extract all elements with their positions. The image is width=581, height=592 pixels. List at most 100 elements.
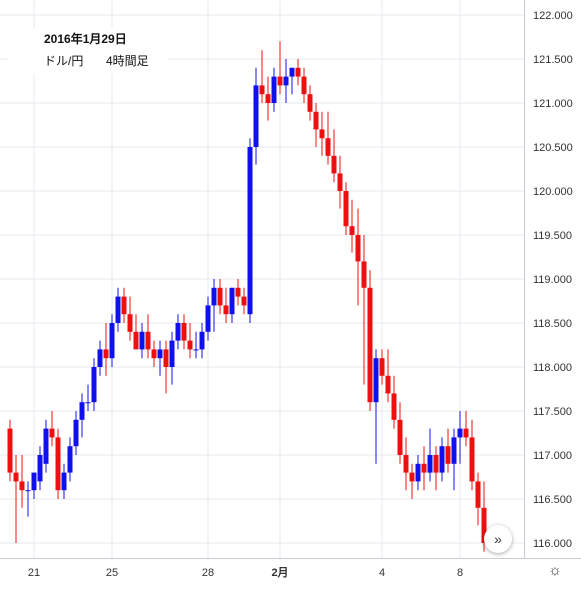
candle <box>433 446 439 491</box>
price-tick-label: 117.000 <box>533 450 572 462</box>
candle-body <box>247 147 253 315</box>
candle-body <box>439 446 445 473</box>
candle <box>175 314 181 350</box>
candle <box>235 279 241 306</box>
candle-body <box>295 67 301 77</box>
candle-body <box>79 402 85 420</box>
candle <box>385 349 391 403</box>
candle <box>367 270 373 411</box>
candle-body <box>145 331 151 350</box>
candle <box>85 384 91 411</box>
candle <box>307 85 313 121</box>
scroll-to-latest-button[interactable]: » <box>484 525 512 553</box>
candle <box>193 331 199 359</box>
candle <box>421 446 427 491</box>
candle <box>427 428 433 482</box>
candle <box>7 419 13 482</box>
candle <box>157 340 163 376</box>
candle <box>55 428 61 499</box>
candle <box>349 199 355 253</box>
candle <box>475 472 481 526</box>
candle-body <box>223 305 229 315</box>
price-tick-label: 120.500 <box>533 142 573 154</box>
candle-body <box>451 437 457 464</box>
candle <box>301 67 307 103</box>
candle-body <box>469 437 475 482</box>
candle <box>289 67 295 95</box>
candle-body <box>217 287 223 306</box>
candle <box>145 314 151 359</box>
candle <box>61 463 67 499</box>
candle <box>37 446 43 491</box>
candle <box>403 437 409 491</box>
candle-body <box>187 340 193 350</box>
candle-body <box>91 367 97 403</box>
candle-body <box>49 428 55 438</box>
candle-body <box>481 507 487 543</box>
candle-body <box>19 481 25 491</box>
time-tick-label: 2月 <box>271 566 288 579</box>
candle-body <box>205 305 211 332</box>
candle <box>445 428 451 473</box>
candle-body <box>175 323 181 341</box>
candle-body <box>391 393 397 420</box>
candle <box>121 287 127 323</box>
time-tick-label: 8 <box>457 567 463 579</box>
price-tick-label: 116.000 <box>533 538 572 550</box>
gear-icon: ☼ <box>548 561 562 579</box>
candle-body <box>403 455 409 473</box>
chevron-double-right-icon: » <box>494 531 502 547</box>
price-tick-label: 121.500 <box>533 54 573 66</box>
candle-body <box>61 472 67 491</box>
candle-body <box>301 76 307 95</box>
candle-body <box>55 437 61 491</box>
candle <box>109 314 115 367</box>
candle <box>337 155 343 209</box>
candle-body <box>355 235 361 262</box>
candle <box>373 349 379 464</box>
candle-body <box>151 349 157 359</box>
candle-body <box>133 331 139 350</box>
candle <box>283 59 289 103</box>
candle <box>169 331 175 385</box>
price-tick-label: 120.000 <box>533 186 573 198</box>
candle <box>325 111 331 165</box>
candle <box>67 437 73 482</box>
candle <box>181 314 187 350</box>
candle <box>265 76 271 121</box>
candle <box>31 472 37 499</box>
candle-body <box>157 349 163 359</box>
chart-settings-button[interactable]: ☼ <box>545 560 565 580</box>
candle-body <box>211 287 217 306</box>
candle-body <box>85 402 91 404</box>
candle-body <box>313 111 319 130</box>
candle-body <box>331 155 337 174</box>
candle-body <box>385 375 391 394</box>
candle <box>127 296 133 341</box>
candle <box>241 287 247 315</box>
candle <box>355 208 361 306</box>
candle-body <box>103 349 109 359</box>
price-axis[interactable]: 116.000 116.500 117.000 117.500 118.000 118.5… <box>533 10 573 550</box>
candle-body <box>307 94 313 112</box>
candle-body <box>163 349 169 367</box>
candle-body <box>25 490 31 492</box>
candle <box>409 463 415 499</box>
time-tick-label: 21 <box>28 567 40 579</box>
candle <box>103 323 109 376</box>
candle <box>211 279 217 332</box>
candle <box>247 138 253 323</box>
candle-body <box>415 463 421 482</box>
candle <box>391 375 397 429</box>
candle-body <box>67 446 73 473</box>
candle-body <box>325 138 331 156</box>
candle <box>253 67 259 165</box>
candle <box>331 129 337 183</box>
candle-body <box>139 331 145 350</box>
candle <box>223 287 229 323</box>
candle-body <box>367 287 373 403</box>
time-axis[interactable]: 21 25 28 2月 4 8 <box>28 566 463 579</box>
candle-body <box>433 455 439 473</box>
